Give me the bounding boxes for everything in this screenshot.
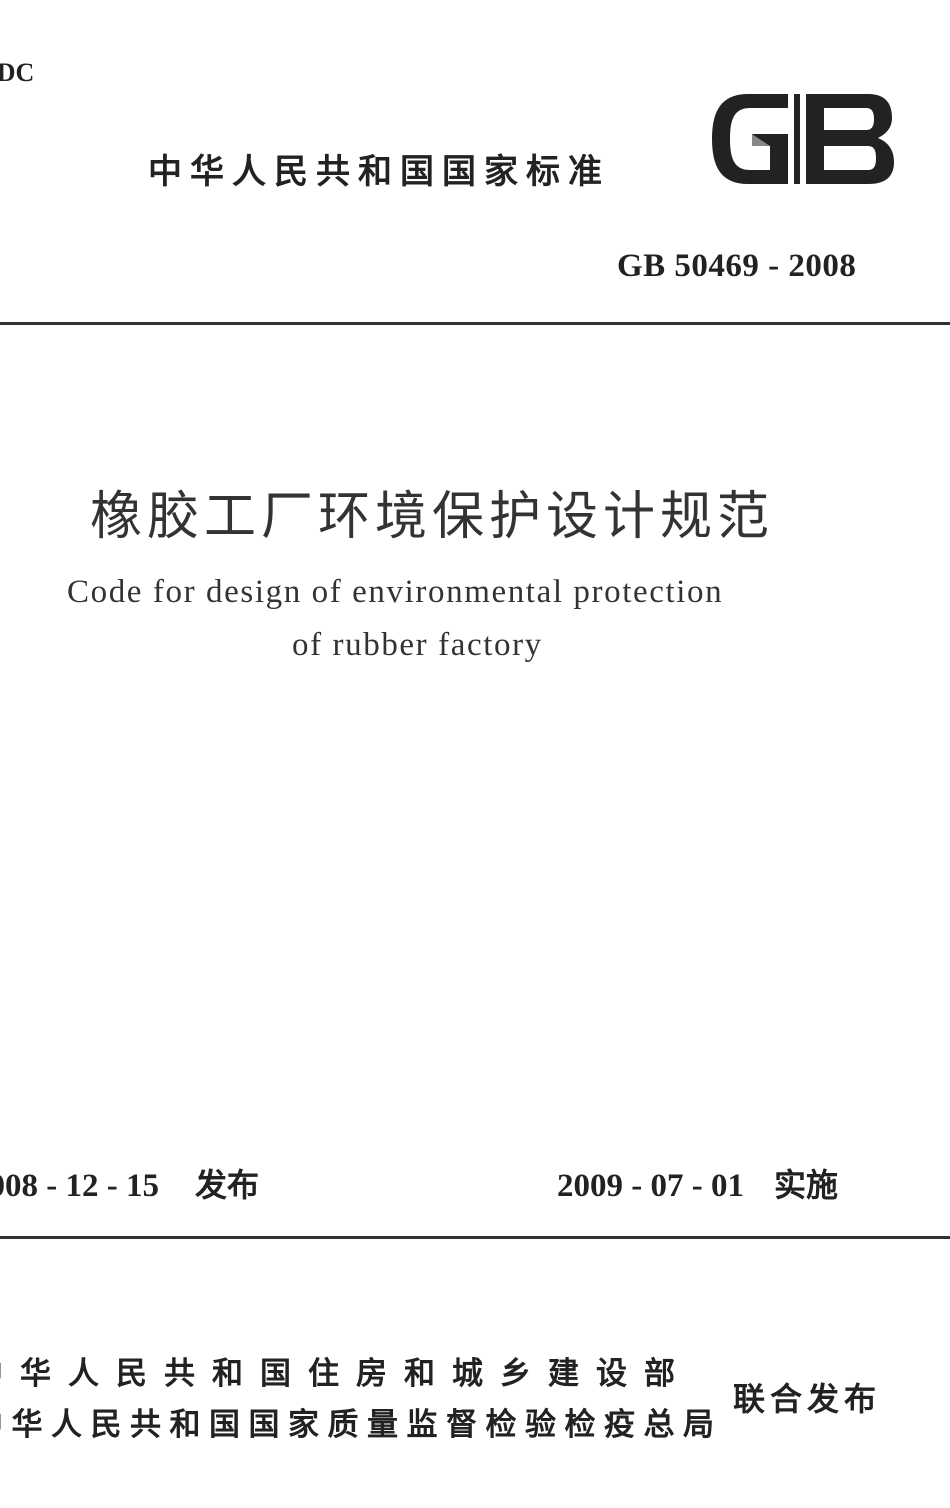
issue-label: 发布 bbox=[194, 1166, 259, 1204]
document-title-english-line2: of rubber factory bbox=[292, 627, 543, 663]
effective-date-block: 2009 - 07 - 01 实施 bbox=[557, 1160, 838, 1206]
joint-issue-label: 联合发布 bbox=[733, 1380, 882, 1418]
document-title-english-line1: Code for design of environmental protect… bbox=[67, 574, 724, 610]
issue-date-block: 2008 - 12 - 15 发布 bbox=[0, 1160, 259, 1206]
issue-date: 2008 - 12 - 15 bbox=[0, 1168, 159, 1204]
document-title-chinese: 橡胶工厂环境保护设计规范 bbox=[90, 487, 775, 547]
effective-label: 实施 bbox=[773, 1166, 838, 1204]
effective-date: 2009 - 07 - 01 bbox=[557, 1168, 744, 1204]
standard-type: 中华人民共和国国家标准 bbox=[148, 152, 610, 192]
issuer-aqsiq: 中华人民共和国国家质量监督检验检疫总局 bbox=[0, 1407, 723, 1443]
udc-label: UDC bbox=[0, 58, 35, 87]
gb-logo-icon bbox=[712, 94, 894, 184]
issuer-ministry: 中华人民共和国住房和城乡建设部 bbox=[0, 1356, 692, 1392]
bottom-divider bbox=[0, 1236, 950, 1239]
top-divider bbox=[0, 322, 950, 325]
standard-number: GB 50469 - 2008 bbox=[617, 248, 857, 284]
